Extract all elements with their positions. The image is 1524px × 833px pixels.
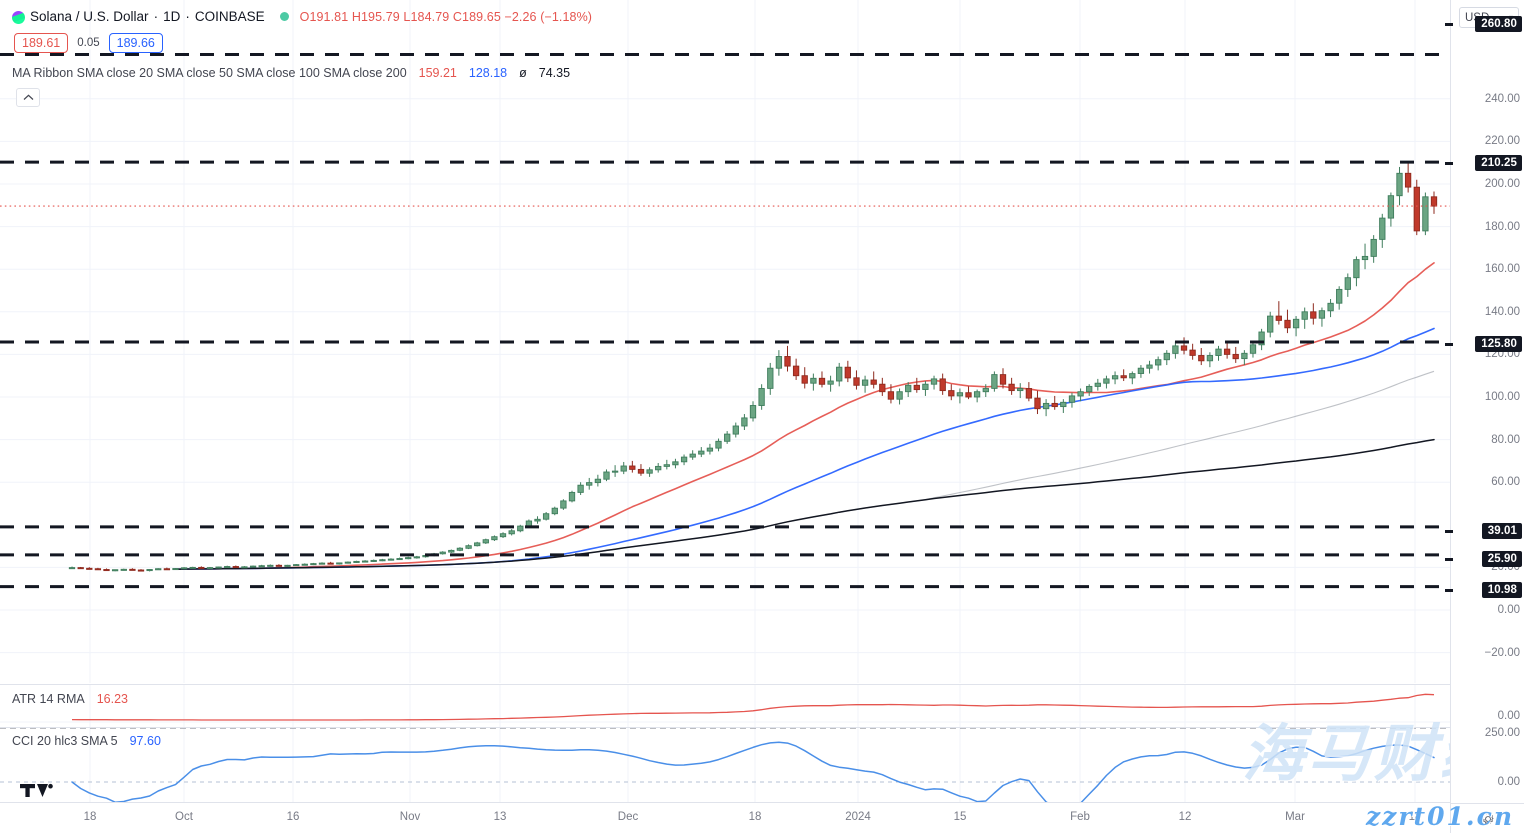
symbol-interval[interactable]: 1D [163, 9, 181, 24]
price-level-badge[interactable]: 260.80 [1475, 16, 1522, 32]
quote-row: 189.61 0.05 189.66 [14, 33, 163, 53]
tradingview-logo-icon[interactable] [20, 780, 54, 805]
atr-value: 16.23 [96, 692, 128, 706]
ohlc-close-label: C [452, 9, 463, 24]
price-tick: 80.00 [1491, 433, 1520, 446]
ohlc-change: −2.26 [504, 9, 537, 24]
price-level-tick [1445, 558, 1453, 561]
ohlc-open-value: 191.81 [309, 9, 349, 24]
price-level-tick [1445, 162, 1453, 165]
time-tick: 2024 [845, 811, 871, 823]
atr-chart-canvas [0, 685, 1450, 727]
ma-ribbon-value-sma50: 128.18 [468, 66, 508, 80]
chart-settings-button[interactable] [1450, 803, 1524, 833]
price-level-badge[interactable]: 210.25 [1475, 155, 1522, 171]
gear-icon [1480, 811, 1494, 825]
ma-ribbon-value-sma200: 74.35 [538, 66, 571, 80]
price-tick: −20.00 [1484, 646, 1521, 659]
price-tick: 0.00 [1497, 604, 1520, 616]
ohlc-change-percent: (−1.18%) [540, 9, 593, 24]
cci-value: 97.60 [129, 734, 161, 748]
ma-ribbon-legend[interactable]: MA Ribbon SMA close 20 SMA close 50 SMA … [12, 66, 570, 80]
price-level-tick [1445, 530, 1453, 533]
bid-price[interactable]: 189.61 [14, 33, 69, 53]
time-tick: 13 [493, 811, 507, 823]
price-tick: 200.00 [1484, 178, 1520, 190]
time-tick: Dec [617, 811, 639, 823]
price-tick: 160.00 [1484, 263, 1520, 276]
price-tick: 60.00 [1491, 476, 1520, 489]
symbol-separator-2: · [185, 9, 190, 24]
time-tick: Nov [399, 811, 421, 823]
ma-ribbon-value-sma20: 159.21 [418, 66, 457, 80]
cci-legend[interactable]: CCI 20 hlc3 SMA 5 97.60 [12, 734, 161, 748]
symbol-name[interactable]: Solana / U.S. Dollar [30, 9, 149, 24]
time-scale[interactable]: 18 Oct 16 Nov 13 Dec 18 2024 15 Feb 12 Mar 18 [0, 802, 1450, 833]
time-tick: 18 [83, 811, 97, 823]
indicator-price-tick: 0.00 [1497, 710, 1520, 722]
price-tick: 100.00 [1484, 391, 1520, 403]
time-tick: 18 [748, 811, 762, 823]
time-tick: 15 [953, 811, 967, 823]
symbol-exchange[interactable]: COINBASE [194, 9, 265, 24]
ohlc-low-value: 184.79 [410, 9, 450, 24]
ohlc-open-label: O [299, 9, 310, 24]
price-scale[interactable]: USD ▾ 240.00220.00200.00180.00160.00140.… [1445, 0, 1524, 833]
market-status-dot-icon [279, 12, 289, 21]
atr-legend[interactable]: ATR 14 RMA 16.23 [12, 692, 128, 706]
indicator-price-tick: 0.00 [1497, 776, 1520, 788]
chevron-up-icon [23, 94, 33, 100]
ohlc-low-label: L [403, 9, 411, 24]
price-level-badge[interactable]: 125.80 [1475, 336, 1522, 352]
cci-indicator-pane[interactable] [0, 727, 1450, 804]
time-tick: Mar [1285, 811, 1305, 823]
cci-title: CCI 20 hlc3 SMA 5 [12, 734, 118, 748]
ohlc-high-value: 195.79 [361, 9, 400, 24]
symbol-legend[interactable]: Solana / U.S. Dollar · 1D · COINBASE O19… [12, 9, 592, 24]
atr-title: ATR 14 RMA [12, 692, 85, 706]
collapse-legend-button[interactable] [16, 88, 40, 107]
time-tick: 18 [1408, 811, 1422, 823]
price-level-badge[interactable]: 25.90 [1481, 551, 1522, 567]
time-tick: Oct [175, 811, 193, 823]
price-chart-canvas [0, 0, 1450, 683]
price-tick: 140.00 [1484, 305, 1520, 318]
price-tick: 240.00 [1484, 92, 1520, 105]
cci-chart-canvas [0, 728, 1450, 804]
ma-ribbon-phi-symbol: ø [519, 66, 527, 80]
price-level-tick [1445, 343, 1453, 346]
ohlc-high-label: H [351, 9, 361, 24]
symbol-separator-1: · [153, 9, 159, 24]
price-level-tick [1445, 23, 1453, 26]
price-level-badge[interactable]: 39.01 [1481, 523, 1522, 539]
solana-logo-icon [12, 11, 25, 24]
ohlc-values: O191.81 H195.79 L184.79 C189.65 −2.26 (−… [300, 10, 592, 24]
main-price-pane[interactable] [0, 0, 1450, 683]
ma-ribbon-title: MA Ribbon SMA close 20 SMA close 50 SMA … [12, 66, 407, 80]
price-tick: 220.00 [1484, 135, 1520, 148]
ohlc-close-value: 189.65 [462, 9, 501, 24]
ask-price[interactable]: 189.66 [108, 33, 163, 53]
price-tick: 180.00 [1484, 220, 1520, 233]
price-level-badge[interactable]: 10.98 [1481, 582, 1522, 598]
indicator-price-tick: 250.00 [1484, 727, 1520, 739]
time-tick: 12 [1178, 811, 1192, 823]
price-level-tick [1445, 589, 1453, 592]
time-tick: Feb [1070, 811, 1090, 823]
atr-indicator-pane[interactable] [0, 684, 1450, 727]
spread-value: 0.05 [68, 37, 109, 49]
time-tick: 16 [286, 811, 300, 823]
